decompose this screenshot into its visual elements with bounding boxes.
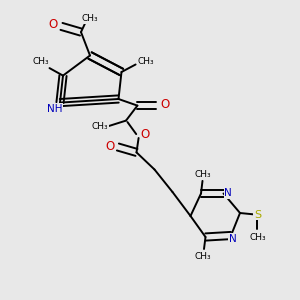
Text: CH₃: CH₃	[137, 57, 154, 66]
Text: O: O	[160, 98, 169, 112]
Text: CH₃: CH₃	[249, 232, 266, 242]
Text: CH₃: CH₃	[194, 170, 211, 179]
Text: O: O	[105, 140, 114, 153]
Text: CH₃: CH₃	[82, 14, 98, 23]
Text: CH₃: CH₃	[92, 122, 108, 131]
Text: CH₃: CH₃	[194, 252, 211, 261]
Text: O: O	[49, 18, 58, 32]
Text: N: N	[224, 188, 232, 198]
Text: N: N	[229, 234, 236, 244]
Text: O: O	[141, 128, 150, 142]
Text: CH₃: CH₃	[32, 57, 49, 66]
Text: NH: NH	[47, 103, 62, 114]
Text: S: S	[254, 209, 261, 220]
